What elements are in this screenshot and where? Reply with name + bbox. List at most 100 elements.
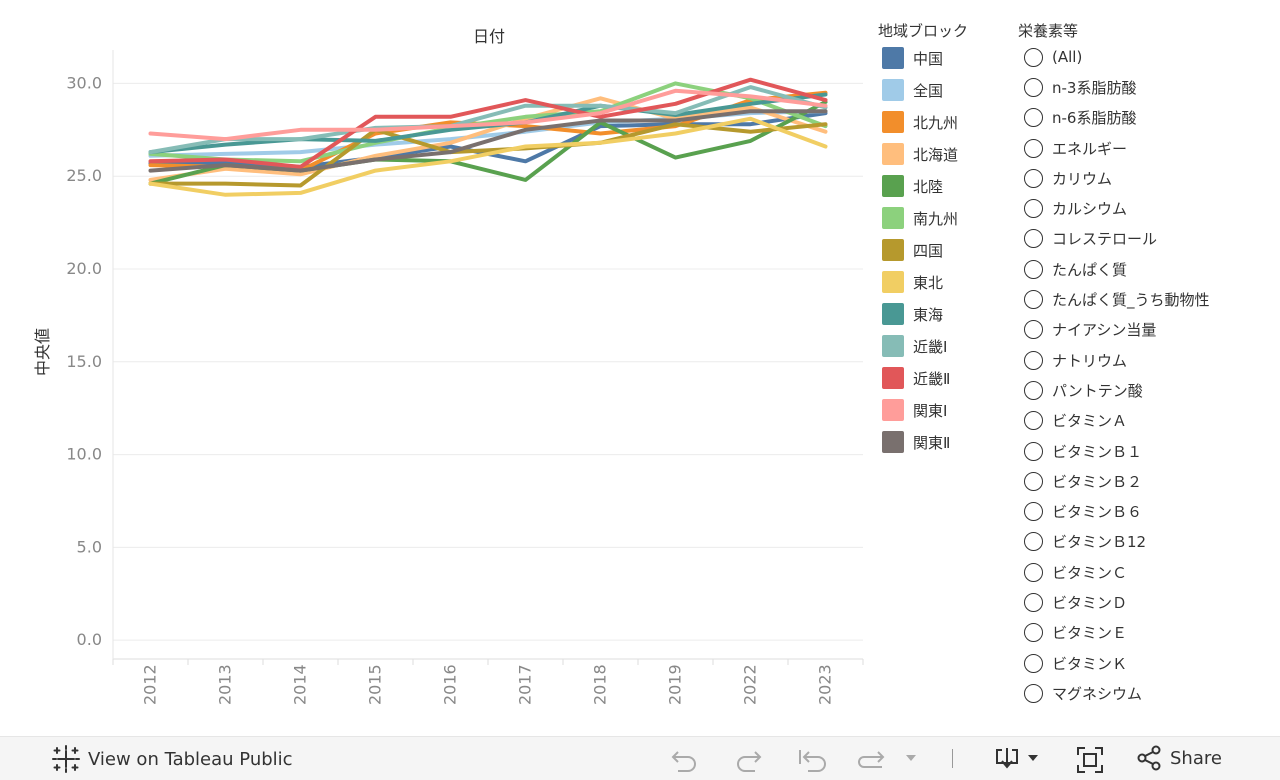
legend-item[interactable]: 東北 — [878, 266, 1008, 298]
legend-swatch — [882, 431, 904, 453]
filter-option[interactable]: たんぱく質_うち動物性 — [1018, 284, 1273, 314]
share-label: Share — [1170, 747, 1222, 769]
x-tick-label: 2013 — [216, 664, 235, 705]
legend-item[interactable]: 北海道 — [878, 138, 1008, 170]
filter-option[interactable]: カリウム — [1018, 163, 1273, 193]
toolbar-divider — [952, 749, 953, 768]
filter-option[interactable]: ビタミンＥ — [1018, 618, 1273, 648]
nutrient-filter: 栄養素等 (All) n-3系脂肪酸 n-6系脂肪酸 エネルギー カリウム カルシウム コレ… — [1018, 20, 1273, 709]
radio-button[interactable] — [1024, 411, 1043, 431]
refresh-icon[interactable] — [856, 746, 890, 772]
filter-option-label: カリウム — [1052, 169, 1113, 188]
filter-option[interactable]: ビタミンＢ１ — [1018, 436, 1273, 466]
x-tick-label: 2015 — [366, 664, 385, 705]
filter-option[interactable]: ビタミンＡ — [1018, 406, 1273, 436]
filter-option[interactable]: マグネシウム — [1018, 678, 1273, 708]
x-tick-label: 2017 — [516, 664, 535, 705]
radio-button[interactable] — [1024, 259, 1043, 279]
radio-button[interactable] — [1024, 77, 1043, 97]
radio-button[interactable] — [1024, 350, 1043, 370]
filter-option-label: コレステロール — [1052, 230, 1158, 249]
filter-option-label: パントテン酸 — [1052, 381, 1143, 400]
share-button[interactable]: Share — [1136, 745, 1222, 771]
refresh-chevron-down-icon[interactable] — [905, 753, 917, 763]
radio-button[interactable] — [1024, 471, 1043, 491]
legend-item[interactable]: 北陸 — [878, 170, 1008, 202]
radio-button[interactable] — [1024, 290, 1043, 310]
filter-option[interactable]: ビタミンＢ６ — [1018, 496, 1273, 526]
radio-button[interactable] — [1024, 320, 1043, 340]
radio-button[interactable] — [1024, 199, 1043, 219]
view-on-tableau-link[interactable]: View on Tableau Public — [52, 745, 293, 773]
y-tick-label: 0.0 — [77, 630, 102, 649]
download-chevron-down-icon[interactable] — [1027, 753, 1039, 763]
radio-button[interactable] — [1024, 653, 1043, 673]
radio-button[interactable] — [1024, 532, 1043, 552]
legend-item[interactable]: 全国 — [878, 74, 1008, 106]
radio-button[interactable] — [1024, 592, 1043, 612]
filter-option[interactable]: カルシウム — [1018, 193, 1273, 223]
download-icon[interactable] — [994, 746, 1020, 772]
radio-button[interactable] — [1024, 562, 1043, 582]
redo-icon[interactable] — [735, 746, 763, 772]
filter-option-label: ナイアシン当量 — [1052, 321, 1157, 340]
legend-item[interactable]: 東海 — [878, 298, 1008, 330]
undo-icon[interactable] — [670, 746, 698, 772]
filter-option[interactable]: (All) — [1018, 42, 1273, 72]
radio-button[interactable] — [1024, 108, 1043, 128]
filter-option[interactable]: n-3系脂肪酸 — [1018, 72, 1273, 102]
radio-button[interactable] — [1024, 47, 1043, 67]
filter-option[interactable]: n-6系脂肪酸 — [1018, 103, 1273, 133]
filter-option-label: エネルギー — [1052, 139, 1128, 158]
filter-option-label: ビタミンＡ — [1052, 412, 1128, 431]
legend-label: 関東Ⅰ — [913, 401, 948, 420]
legend-label: 中国 — [913, 49, 944, 68]
filter-option-label: ビタミンＢ１ — [1052, 442, 1143, 461]
filter-option[interactable]: たんぱく質 — [1018, 254, 1273, 284]
radio-button[interactable] — [1024, 380, 1043, 400]
radio-button[interactable] — [1024, 168, 1043, 188]
legend-item[interactable]: 中国 — [878, 42, 1008, 74]
legend-swatch — [882, 47, 904, 69]
legend-item[interactable]: 北九州 — [878, 106, 1008, 138]
legend-swatch — [882, 79, 904, 101]
filter-option[interactable]: ビタミンＢ２ — [1018, 466, 1273, 496]
legend-label: 北海道 — [913, 145, 959, 164]
filter-option[interactable]: ビタミンＢ12 — [1018, 527, 1273, 557]
filter-option[interactable]: ビタミンＤ — [1018, 587, 1273, 617]
chart-title: 日付 — [473, 27, 505, 46]
legend-item[interactable]: 四国 — [878, 234, 1008, 266]
filter-option[interactable]: コレステロール — [1018, 224, 1273, 254]
legend-swatch — [882, 271, 904, 293]
legend-item[interactable]: 関東Ⅱ — [878, 426, 1008, 458]
legend-item[interactable]: 関東Ⅰ — [878, 394, 1008, 426]
legend-item[interactable]: 近畿Ⅰ — [878, 330, 1008, 362]
radio-button[interactable] — [1024, 623, 1043, 643]
filter-option[interactable]: エネルギー — [1018, 133, 1273, 163]
filter-option[interactable]: ビタミンＣ — [1018, 557, 1273, 587]
filter-option-label: カルシウム — [1052, 200, 1128, 219]
filter-option-label: ビタミンＣ — [1052, 563, 1128, 582]
legend-item[interactable]: 南九州 — [878, 202, 1008, 234]
legend-label: 関東Ⅱ — [913, 433, 951, 452]
legend-swatch — [882, 239, 904, 261]
radio-button[interactable] — [1024, 502, 1043, 522]
radio-button[interactable] — [1024, 441, 1043, 461]
radio-button[interactable] — [1024, 138, 1043, 158]
filter-option[interactable]: ナイアシン当量 — [1018, 315, 1273, 345]
fullscreen-icon[interactable] — [1076, 746, 1104, 774]
filter-option[interactable]: パントテン酸 — [1018, 375, 1273, 405]
filter-option-label: ナトリウム — [1052, 351, 1128, 370]
series-line — [148, 88, 828, 142]
series-line — [148, 109, 828, 173]
x-tick-label: 2023 — [816, 664, 835, 705]
legend-item[interactable]: 近畿Ⅱ — [878, 362, 1008, 394]
revert-icon[interactable] — [798, 746, 828, 772]
filter-option[interactable]: ビタミンＫ — [1018, 648, 1273, 678]
filter-option[interactable]: ナトリウム — [1018, 345, 1273, 375]
radio-button[interactable] — [1024, 683, 1043, 703]
legend-swatch — [882, 399, 904, 421]
radio-button[interactable] — [1024, 229, 1043, 249]
filter-option-label: n-6系脂肪酸 — [1052, 109, 1137, 128]
y-tick-label: 10.0 — [66, 445, 102, 464]
